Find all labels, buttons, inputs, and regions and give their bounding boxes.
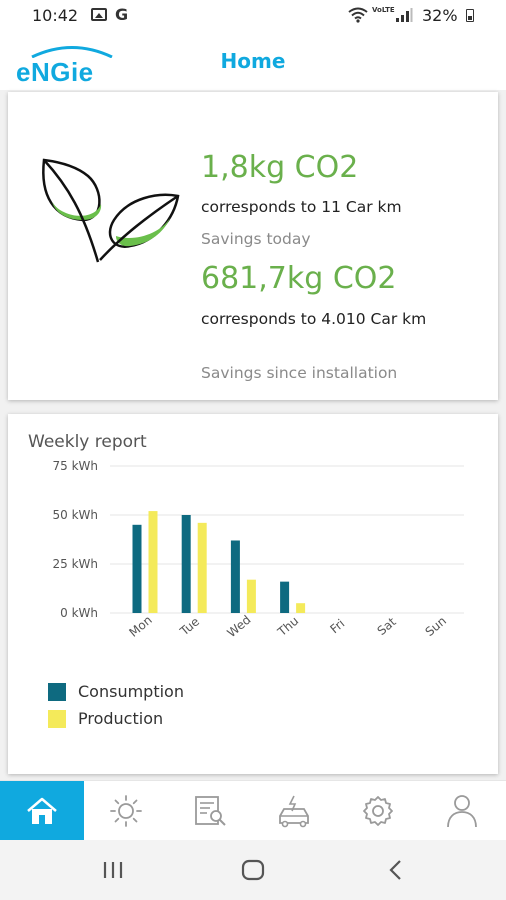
- report-title: Weekly report: [28, 432, 147, 452]
- recent-apps-icon: [103, 862, 123, 878]
- logo-arc-icon: [31, 46, 113, 58]
- savings-today-label: Savings today: [201, 230, 311, 248]
- legend-item: Production: [48, 705, 184, 732]
- savings-total-value: 681,7kg CO2: [201, 261, 397, 296]
- logo-text: eNGie: [16, 57, 94, 87]
- savings-today-value: 1,8kg CO2: [201, 150, 359, 185]
- legend-swatch: [48, 709, 66, 728]
- bar-production-wed: [246, 579, 256, 613]
- status-bar: 10:42 G VoLTE 32%: [0, 0, 506, 34]
- x-tick-label: Thu: [274, 614, 301, 640]
- home-system-icon: [241, 859, 265, 881]
- signal-icon: [396, 8, 413, 22]
- bar-consumption-thu: [280, 581, 290, 613]
- x-tick-label: Wed: [224, 613, 253, 641]
- savings-total-description: corresponds to 4.010 Car km: [201, 310, 427, 328]
- y-tick-label: 25 kWh: [52, 557, 98, 571]
- legend-item: Consumption: [48, 678, 184, 705]
- legend-label: Consumption: [78, 682, 184, 701]
- page-title: Home: [220, 49, 286, 73]
- savings-total-label: Savings since installation: [201, 364, 398, 382]
- engie-logo: eNGie: [16, 44, 122, 87]
- recent-apps-button[interactable]: [83, 854, 143, 886]
- bar-production-mon: [148, 511, 158, 613]
- legend-swatch: [48, 682, 66, 701]
- legend-label: Production: [78, 709, 164, 728]
- nav-reports[interactable]: [168, 781, 252, 841]
- wifi-icon: [348, 7, 368, 23]
- nav-e-mobility[interactable]: [252, 781, 336, 841]
- bar-consumption-tue: [181, 515, 191, 613]
- report-search-icon: [195, 796, 226, 826]
- sun-icon: [110, 795, 142, 827]
- x-tick-label: Fri: [327, 616, 347, 636]
- y-tick-label: 50 kWh: [52, 508, 98, 522]
- co2-savings-card: 1,8kg CO2 corresponds to 11 Car km Savin…: [8, 92, 498, 400]
- y-tick-label: 0 kWh: [60, 606, 98, 620]
- nav-production[interactable]: [84, 781, 168, 841]
- nav-profile[interactable]: [420, 781, 504, 841]
- car-charging-icon: [279, 795, 309, 828]
- leaf-illustration-icon: [42, 158, 180, 263]
- bar-consumption-wed: [230, 540, 240, 613]
- system-navigation-bar: [0, 840, 506, 900]
- weekly-bar-chart: 75 kWh 50 kWh 25 kWh 0 kWh Mon Tue Wed Thu Fri Sa…: [52, 459, 464, 641]
- savings-today-description: corresponds to 11 Car km: [201, 198, 402, 216]
- user-icon: [447, 795, 477, 828]
- y-tick-label: 75 kWh: [52, 459, 98, 473]
- back-icon: [389, 860, 401, 880]
- bar-production-tue: [197, 522, 207, 613]
- app-header: eNGie Home: [0, 34, 506, 90]
- back-button[interactable]: [366, 854, 426, 886]
- weekly-report-card: Weekly report 75 kWh 50 kWh 25 kWh 0 kWh Mon…: [8, 414, 498, 774]
- nav-settings[interactable]: [336, 781, 420, 841]
- x-tick-label: Sun: [423, 614, 449, 639]
- bottom-navigation: [0, 780, 506, 841]
- x-tick-label: Mon: [126, 613, 154, 640]
- bar-production-thu: [296, 603, 306, 613]
- status-time: 10:42: [32, 6, 79, 25]
- battery-percentage: 32%: [422, 6, 458, 25]
- bar-consumption-mon: [132, 524, 142, 613]
- volte-icon: VoLTE: [372, 6, 395, 14]
- google-notification-icon: G: [115, 5, 129, 24]
- gallery-notification-icon: [91, 8, 107, 21]
- gear-icon: [363, 796, 393, 826]
- home-icon: [27, 797, 57, 824]
- battery-icon: [466, 9, 474, 22]
- home-system-button[interactable]: [223, 854, 283, 886]
- x-tick-label: Sat: [375, 614, 399, 638]
- nav-home[interactable]: [0, 781, 84, 841]
- x-tick-label: Tue: [177, 614, 202, 639]
- chart-legend: Consumption Production: [48, 678, 184, 732]
